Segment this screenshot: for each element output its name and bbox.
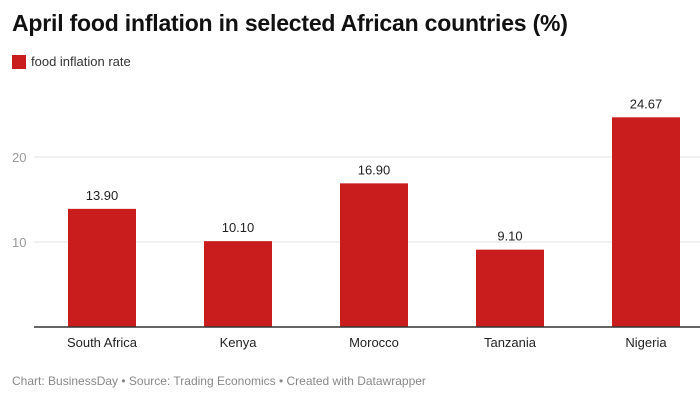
bar-value-label: 13.90 [86,188,119,203]
bar-value-label: 9.10 [497,229,522,244]
bar-value-label: 16.90 [358,162,391,177]
y-tick-label: 10 [12,235,26,250]
bar [612,117,680,328]
y-tick-label: 20 [12,150,26,165]
bar-value-label: 10.10 [222,220,255,235]
x-tick-label: Tanzania [484,335,537,350]
bar [204,241,272,327]
legend-swatch [12,54,26,69]
bar-layer [68,117,680,328]
bar [68,208,136,327]
bar-chart: 13.90 10.10 16.90 9.10 24.67 10 20 South Afric… [12,96,700,350]
x-tick-label: Kenya [220,335,258,350]
x-tick-label: South Africa [67,335,138,350]
axis-layer: 10 20 South Africa Kenya Morocco Tanzania Nige… [12,150,700,350]
x-tick-label: Morocco [349,335,399,350]
bar [340,183,408,327]
legend-label: food inflation rate [31,54,131,69]
bar [476,249,544,327]
chart-footer: Chart: BusinessDay • Source: Trading Eco… [12,374,426,388]
label-layer: 13.90 10.10 16.90 9.10 24.67 [86,96,663,243]
bar-value-label: 24.67 [630,96,663,111]
x-tick-label: Nigeria [625,335,667,350]
chart-title: April food inflation in selected African… [12,10,568,36]
legend: food inflation rate [12,54,131,69]
